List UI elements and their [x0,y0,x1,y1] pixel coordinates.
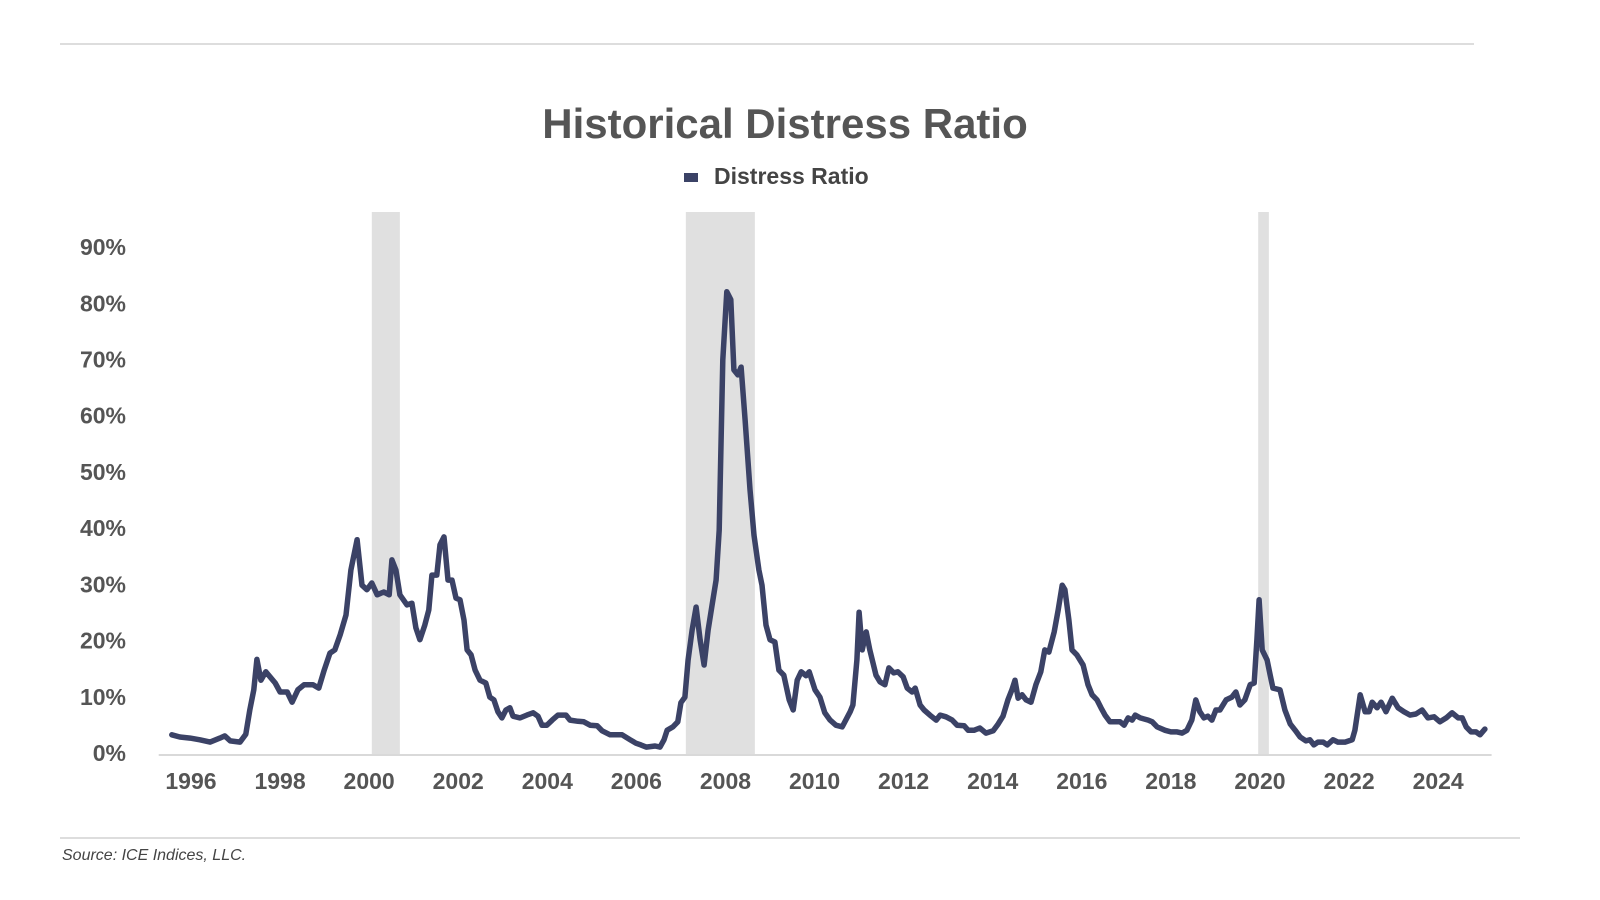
y-tick-label: 40% [80,515,126,541]
x-tick-label: 2010 [789,768,840,794]
y-tick-label: 20% [80,628,126,654]
y-tick-label: 0% [93,740,126,766]
x-tick-label: 2000 [344,768,395,794]
plot [169,288,1488,750]
data-line [169,288,1488,750]
y-tick-label: 70% [80,347,126,373]
x-tick-label: 2012 [878,768,929,794]
y-tick-label: 90% [80,234,126,260]
x-tick-label: 2004 [522,768,573,794]
y-tick-label: 30% [80,571,126,597]
x-tick-label: 2020 [1234,768,1285,794]
y-tick-label: 50% [80,459,126,485]
x-tick-label: 2022 [1323,768,1374,794]
axes: 0% 10% 20% 30% 40% 50% 60% 70% 80% 90% 1996 1998 200… [80,234,1492,794]
x-tick-label: 1998 [254,768,305,794]
shaded-period [1258,212,1269,755]
shaded-period [371,212,400,755]
x-tick-label: 2006 [611,768,662,794]
legend-label: Distress Ratio [714,163,869,189]
x-tick-label: 1996 [165,768,216,794]
x-tick-label: 2002 [433,768,484,794]
y-tick-label: 60% [80,403,126,429]
y-tick-label: 80% [80,290,126,316]
x-tick-label: 2018 [1145,768,1196,794]
shaded-periods [371,212,1269,755]
x-tick-label: 2008 [700,768,751,794]
chart-title: Historical Distress Ratio [542,100,1028,147]
y-tick-label: 10% [80,684,126,710]
legend: Distress Ratio [684,163,869,189]
source-note: Source: ICE Indices, LLC. [62,847,246,864]
x-tick-label: 2024 [1413,768,1464,794]
legend-swatch [684,173,698,182]
x-tick-label: 2014 [967,768,1018,794]
x-tick-label: 2016 [1056,768,1107,794]
